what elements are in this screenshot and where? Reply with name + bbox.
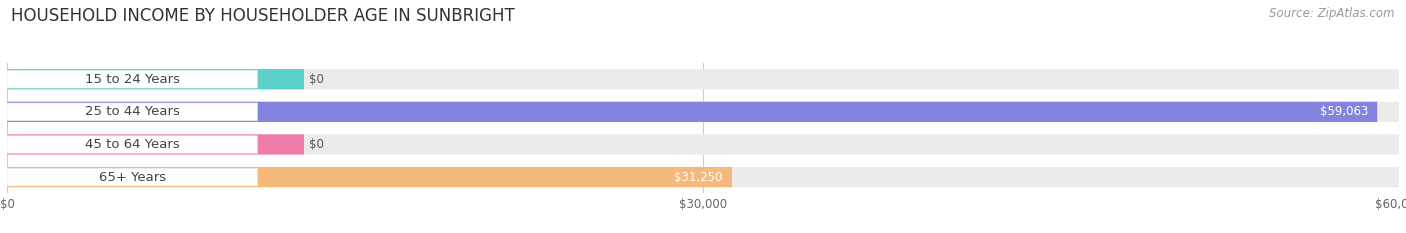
- Text: 15 to 24 Years: 15 to 24 Years: [84, 73, 180, 86]
- FancyBboxPatch shape: [7, 69, 1399, 89]
- Text: 25 to 44 Years: 25 to 44 Years: [84, 105, 180, 118]
- FancyBboxPatch shape: [7, 103, 257, 121]
- FancyBboxPatch shape: [7, 102, 1378, 122]
- Text: $31,250: $31,250: [675, 171, 723, 184]
- FancyBboxPatch shape: [7, 102, 1399, 122]
- FancyBboxPatch shape: [7, 167, 733, 187]
- Text: $0: $0: [308, 138, 323, 151]
- FancyBboxPatch shape: [7, 134, 304, 154]
- FancyBboxPatch shape: [7, 134, 1399, 154]
- Text: 65+ Years: 65+ Years: [98, 171, 166, 184]
- Text: 45 to 64 Years: 45 to 64 Years: [84, 138, 180, 151]
- Text: Source: ZipAtlas.com: Source: ZipAtlas.com: [1270, 7, 1395, 20]
- Text: $59,063: $59,063: [1320, 105, 1368, 118]
- FancyBboxPatch shape: [7, 167, 1399, 187]
- Text: $0: $0: [308, 73, 323, 86]
- FancyBboxPatch shape: [7, 136, 257, 153]
- FancyBboxPatch shape: [7, 168, 257, 186]
- FancyBboxPatch shape: [7, 70, 257, 88]
- FancyBboxPatch shape: [7, 69, 304, 89]
- Text: HOUSEHOLD INCOME BY HOUSEHOLDER AGE IN SUNBRIGHT: HOUSEHOLD INCOME BY HOUSEHOLDER AGE IN S…: [11, 7, 515, 25]
